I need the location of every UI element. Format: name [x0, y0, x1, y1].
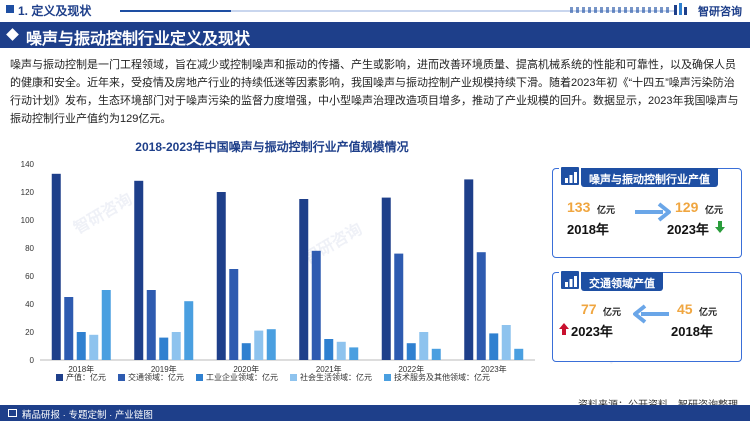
brand-logo-icon	[674, 3, 687, 15]
diamond-icon	[6, 28, 19, 41]
legend-swatch	[118, 374, 125, 381]
card-unit-left: 亿元	[603, 307, 622, 317]
footer-bar: 精品研报 · 专题定制 · 产业链图	[0, 405, 750, 421]
card-title: 交通领域产值	[581, 272, 663, 291]
y-tick-label: 80	[25, 244, 34, 253]
card-value-right: 129	[675, 199, 699, 215]
legend-label: 产值：亿元	[66, 372, 106, 382]
card-value-left: 133	[567, 199, 591, 215]
bar-2023年-series-1	[476, 252, 486, 360]
bar-2018年-series-0	[51, 173, 61, 360]
x-tick-label: 2018年	[68, 364, 94, 374]
divider	[120, 10, 675, 12]
bar-2019年-series-4	[184, 301, 194, 360]
bar-2019年-series-3	[171, 332, 181, 360]
legend-swatch	[290, 374, 297, 381]
bar-2023年-series-2	[489, 333, 499, 360]
x-tick-label: 2019年	[151, 364, 177, 374]
card-unit-right: 亿元	[699, 307, 718, 317]
bar-2019年-series-2	[159, 337, 169, 360]
section-marker-icon	[6, 5, 14, 13]
y-tick-label: 40	[25, 300, 34, 309]
bar-2022年-series-1	[394, 253, 404, 360]
card-unit-left: 亿元	[597, 205, 616, 215]
bar-2018年-series-2	[76, 332, 86, 360]
bar-2022年-series-2	[406, 343, 416, 360]
bar-chart: 0 20 40 60 80 100 120 140 2018年 2019年 2020年 2021年 20…	[21, 160, 535, 382]
card-title: 噪声与振动控制行业产值	[581, 168, 718, 187]
chart-icon	[559, 165, 581, 187]
output-value-card: 噪声与振动控制行业产值 133 亿元 2018年 129 亿元 2023年	[552, 165, 742, 258]
page-title: 噪声与振动控制行业定义及现状	[26, 31, 251, 48]
arrow-right-icon	[635, 202, 671, 222]
card-year-right: 2023年	[667, 222, 709, 237]
bar-2023年-series-0	[464, 179, 474, 360]
section-heading: 1. 定义及现状	[18, 4, 92, 18]
x-tick-label: 2022年	[398, 364, 424, 374]
bar-2018年-series-4	[101, 290, 111, 360]
y-tick-label: 60	[25, 272, 34, 281]
bar-2020年-series-3	[254, 330, 264, 360]
bar-2023年-series-4	[514, 348, 524, 360]
bar-2022年-series-0	[381, 197, 391, 360]
bar-2020年-series-1	[229, 269, 239, 360]
arrow-left-icon	[633, 304, 669, 324]
y-tick-label: 120	[21, 188, 35, 197]
legend-label: 工业企业领域：亿元	[206, 372, 278, 382]
chart-icon	[559, 269, 581, 291]
bar-2020年-series-4	[266, 329, 276, 360]
legend-swatch	[384, 374, 391, 381]
y-tick-label: 20	[25, 328, 34, 337]
card-year-right: 2018年	[671, 324, 713, 339]
trend-down-icon	[715, 221, 725, 233]
bar-2021年-series-1	[311, 250, 321, 360]
y-tick-label: 140	[21, 160, 35, 169]
card-value-right: 45	[677, 301, 693, 317]
document-icon	[8, 409, 17, 417]
legend-label: 技术服务及其他领域：亿元	[394, 372, 490, 382]
bar-2021年-series-3	[336, 341, 346, 360]
legend-swatch	[196, 374, 203, 381]
footer-text: 精品研报 · 专题定制 · 产业链图	[22, 410, 153, 421]
bar-2021年-series-2	[324, 339, 334, 360]
bar-2019年-series-0	[134, 180, 144, 360]
bar-2018年-series-1	[64, 297, 74, 360]
y-tick-label: 100	[21, 216, 35, 225]
x-tick-label: 2023年	[481, 364, 507, 374]
chart-title: 2018-2023年中国噪声与振动控制行业产值规模情况	[135, 140, 409, 154]
bar-2021年-series-4	[349, 347, 359, 360]
x-tick-label: 2021年	[316, 364, 342, 374]
bar-2018年-series-3	[89, 334, 99, 360]
card-year-left: 2023年	[571, 324, 613, 339]
bar-2022年-series-4	[431, 348, 441, 360]
trend-up-icon	[559, 323, 569, 335]
legend-label: 社会生活领域：亿元	[300, 372, 372, 382]
brand-name: 智研咨询	[698, 6, 742, 18]
card-unit-right: 亿元	[705, 205, 724, 215]
transport-value-card: 交通领域产值 77 亿元 2023年 45 亿元 2018年	[552, 269, 742, 362]
card-value-left: 77	[581, 301, 597, 317]
title-bar: 噪声与振动控制行业定义及现状	[0, 22, 750, 48]
top-bar: 1. 定义及现状 智研咨询	[0, 0, 750, 22]
intro-paragraph: 噪声与振动控制是一门工程领域，旨在减少或控制噪声和振动的传播、产生或影响，进而改…	[10, 59, 739, 125]
legend-swatch	[56, 374, 63, 381]
legend-label: 交通领域：亿元	[128, 372, 184, 382]
divider-dots	[570, 7, 670, 13]
bar-2020年-series-2	[241, 343, 251, 360]
bar-2021年-series-0	[299, 199, 309, 360]
bar-2023年-series-3	[501, 325, 511, 360]
bar-2022年-series-3	[419, 332, 429, 360]
card-year-left: 2018年	[567, 222, 609, 237]
y-tick-label: 0	[30, 356, 35, 365]
bar-2020年-series-0	[216, 192, 226, 360]
bar-2019年-series-1	[146, 290, 156, 360]
x-tick-label: 2020年	[233, 364, 259, 374]
